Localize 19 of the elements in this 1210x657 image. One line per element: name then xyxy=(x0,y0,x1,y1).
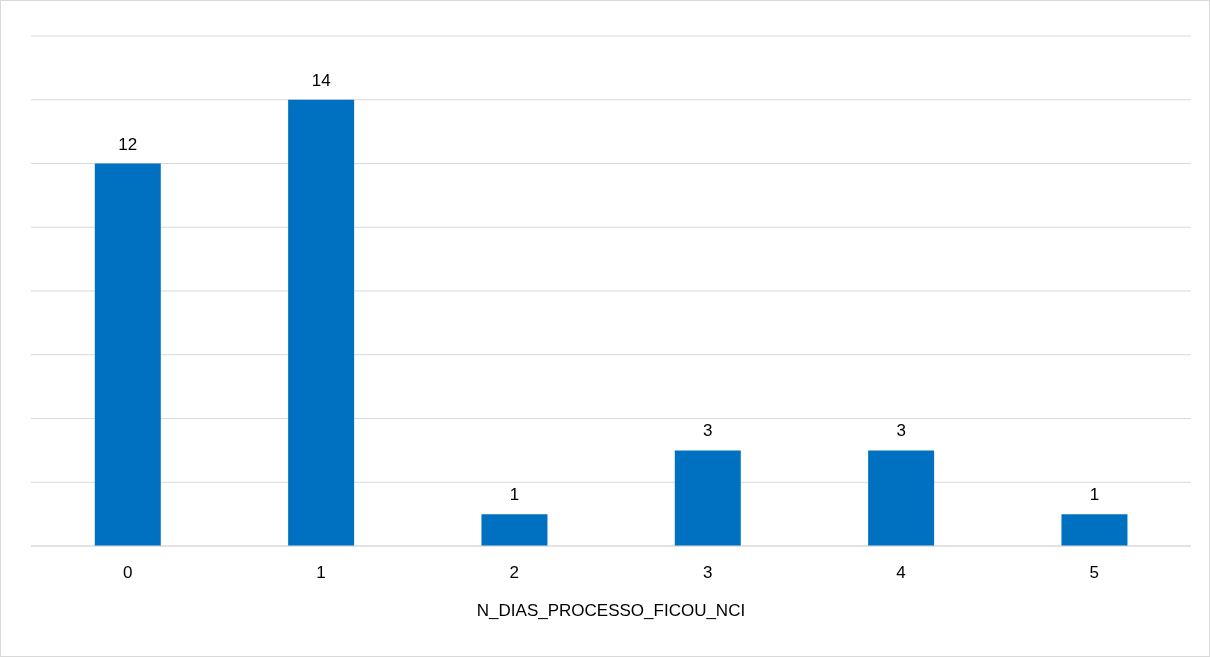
bar xyxy=(288,99,355,546)
x-tick-label: 3 xyxy=(702,563,713,583)
x-tick-label: 2 xyxy=(509,563,520,583)
bar xyxy=(674,450,741,546)
x-tick-label: 1 xyxy=(316,563,326,583)
data-label: 14 xyxy=(311,70,331,90)
bar xyxy=(481,514,548,546)
bar xyxy=(94,163,161,546)
x-tick-label: 5 xyxy=(1089,563,1100,583)
x-tick-label: 4 xyxy=(896,563,906,583)
data-label: 1 xyxy=(509,485,520,505)
data-label: 12 xyxy=(118,134,138,154)
data-label: 3 xyxy=(896,421,906,441)
x-tick-label: 0 xyxy=(122,563,133,583)
bar xyxy=(868,450,935,546)
data-label: 1 xyxy=(1089,485,1100,505)
data-label: 3 xyxy=(703,421,713,441)
bar xyxy=(1061,514,1128,546)
x-axis-title: N_DIAS_PROCESSO_FICOU_NCI xyxy=(476,601,746,621)
